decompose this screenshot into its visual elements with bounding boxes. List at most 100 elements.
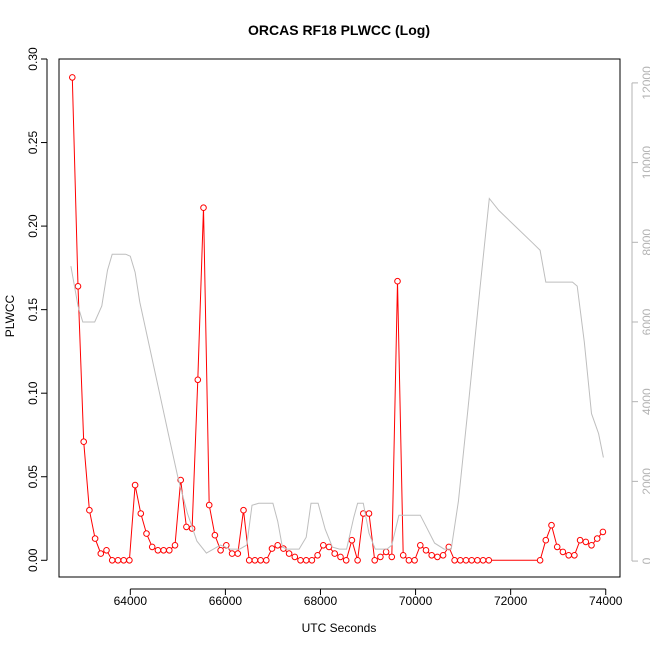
data-point bbox=[474, 557, 481, 564]
data-point bbox=[599, 528, 607, 536]
data-point bbox=[325, 543, 333, 551]
data-point bbox=[571, 552, 578, 559]
y-axis-label: PLWCC bbox=[3, 294, 17, 337]
data-point bbox=[148, 543, 156, 551]
data-point bbox=[320, 542, 327, 549]
chart-title: ORCAS RF18 PLWCC (Log) bbox=[248, 22, 430, 38]
series-group bbox=[69, 74, 607, 564]
data-point bbox=[257, 557, 264, 564]
data-point bbox=[548, 521, 555, 529]
data-point bbox=[434, 553, 441, 561]
data-point bbox=[542, 536, 550, 544]
data-point bbox=[91, 535, 99, 542]
data-point bbox=[114, 557, 122, 564]
y2-tick-label: 0 bbox=[640, 557, 650, 564]
data-point bbox=[428, 552, 436, 559]
data-point bbox=[553, 543, 561, 551]
data-point bbox=[394, 277, 401, 285]
data-point bbox=[377, 553, 384, 561]
data-point bbox=[337, 553, 344, 561]
x-tick-label: 70000 bbox=[399, 594, 433, 608]
data-point bbox=[103, 547, 110, 554]
data-point bbox=[194, 376, 202, 384]
y-tick-label: 0.10 bbox=[26, 381, 40, 405]
data-point bbox=[354, 557, 361, 564]
data-point bbox=[388, 553, 396, 561]
y-tick-label: 0.00 bbox=[26, 548, 40, 572]
y-tick-label: 0.05 bbox=[26, 465, 40, 489]
data-point bbox=[171, 542, 179, 549]
data-point bbox=[588, 542, 595, 549]
y2-tick-label: 12000 bbox=[640, 66, 650, 100]
data-point bbox=[331, 550, 339, 557]
plot-frame bbox=[58, 58, 621, 578]
data-point bbox=[582, 538, 590, 546]
data-point bbox=[120, 557, 127, 564]
data-point bbox=[462, 557, 470, 564]
right-axis: 0 2000 4000 6000 8000 10000 12000 bbox=[631, 66, 650, 564]
data-point bbox=[131, 481, 139, 489]
data-point bbox=[371, 557, 379, 564]
data-point bbox=[69, 74, 76, 81]
data-point bbox=[200, 204, 207, 211]
data-point bbox=[468, 557, 476, 564]
data-point bbox=[365, 510, 373, 517]
data-point bbox=[245, 557, 253, 564]
data-point bbox=[217, 547, 224, 554]
data-point bbox=[97, 550, 105, 557]
data-point bbox=[348, 536, 356, 544]
x-tick-label: 68000 bbox=[304, 594, 338, 608]
data-point bbox=[439, 552, 447, 559]
x-axis-label: UTC Seconds bbox=[302, 621, 377, 635]
data-point bbox=[80, 438, 87, 446]
data-point bbox=[108, 557, 116, 564]
data-point bbox=[308, 557, 316, 564]
data-point bbox=[274, 542, 282, 549]
y2-tick-label: 8000 bbox=[640, 229, 650, 256]
x-tick-label: 74000 bbox=[589, 594, 623, 608]
data-point bbox=[559, 548, 567, 556]
y2-tick-label: 6000 bbox=[640, 308, 650, 335]
data-point bbox=[342, 557, 350, 564]
data-point bbox=[457, 557, 464, 564]
y2-tick-label: 2000 bbox=[640, 468, 650, 495]
data-point bbox=[126, 557, 133, 564]
y-tick-label: 0.30 bbox=[26, 47, 40, 71]
data-point bbox=[405, 557, 413, 564]
data-point bbox=[211, 531, 219, 539]
data-point bbox=[228, 550, 236, 557]
data-point bbox=[251, 557, 259, 564]
data-point bbox=[86, 506, 93, 514]
data-point bbox=[234, 550, 242, 557]
plwcc-series-line bbox=[71, 77, 604, 562]
left-axis: 0.00 0.05 0.10 0.15 0.20 0.25 0.30 bbox=[26, 47, 48, 572]
y2-tick-label: 10000 bbox=[640, 146, 650, 180]
data-point bbox=[417, 542, 424, 549]
data-point bbox=[576, 536, 584, 544]
data-point bbox=[399, 552, 407, 559]
data-point bbox=[536, 557, 544, 564]
data-point bbox=[240, 506, 247, 514]
data-point bbox=[137, 510, 145, 517]
data-point bbox=[263, 557, 270, 564]
data-point bbox=[297, 557, 304, 564]
data-point bbox=[166, 547, 173, 554]
data-point bbox=[593, 535, 601, 542]
y-tick-label: 0.15 bbox=[26, 298, 40, 322]
x-axis: 64000 66000 68000 70000 72000 74000 bbox=[114, 588, 623, 608]
x-tick-label: 72000 bbox=[494, 594, 528, 608]
y-tick-label: 0.20 bbox=[26, 214, 40, 238]
y-tick-label: 0.25 bbox=[26, 131, 40, 155]
data-point bbox=[74, 283, 82, 290]
data-point bbox=[422, 547, 430, 554]
data-point bbox=[565, 552, 573, 559]
data-point bbox=[382, 548, 390, 556]
data-point bbox=[205, 501, 213, 509]
data-point bbox=[451, 557, 458, 564]
data-point bbox=[268, 545, 276, 552]
data-point bbox=[154, 547, 162, 554]
data-point bbox=[285, 550, 293, 557]
secondary-series-line bbox=[70, 197, 604, 554]
x-tick-label: 64000 bbox=[114, 594, 148, 608]
